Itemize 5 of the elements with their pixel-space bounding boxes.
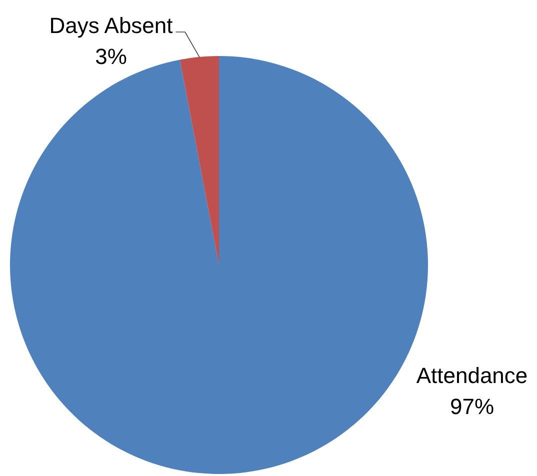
data-label: 3%: [95, 44, 127, 69]
slice-label: Attendance: [416, 363, 528, 388]
pie-slice: [180, 56, 219, 265]
slice-label: Days Absent: [49, 13, 173, 38]
data-label: 97%: [450, 394, 494, 419]
